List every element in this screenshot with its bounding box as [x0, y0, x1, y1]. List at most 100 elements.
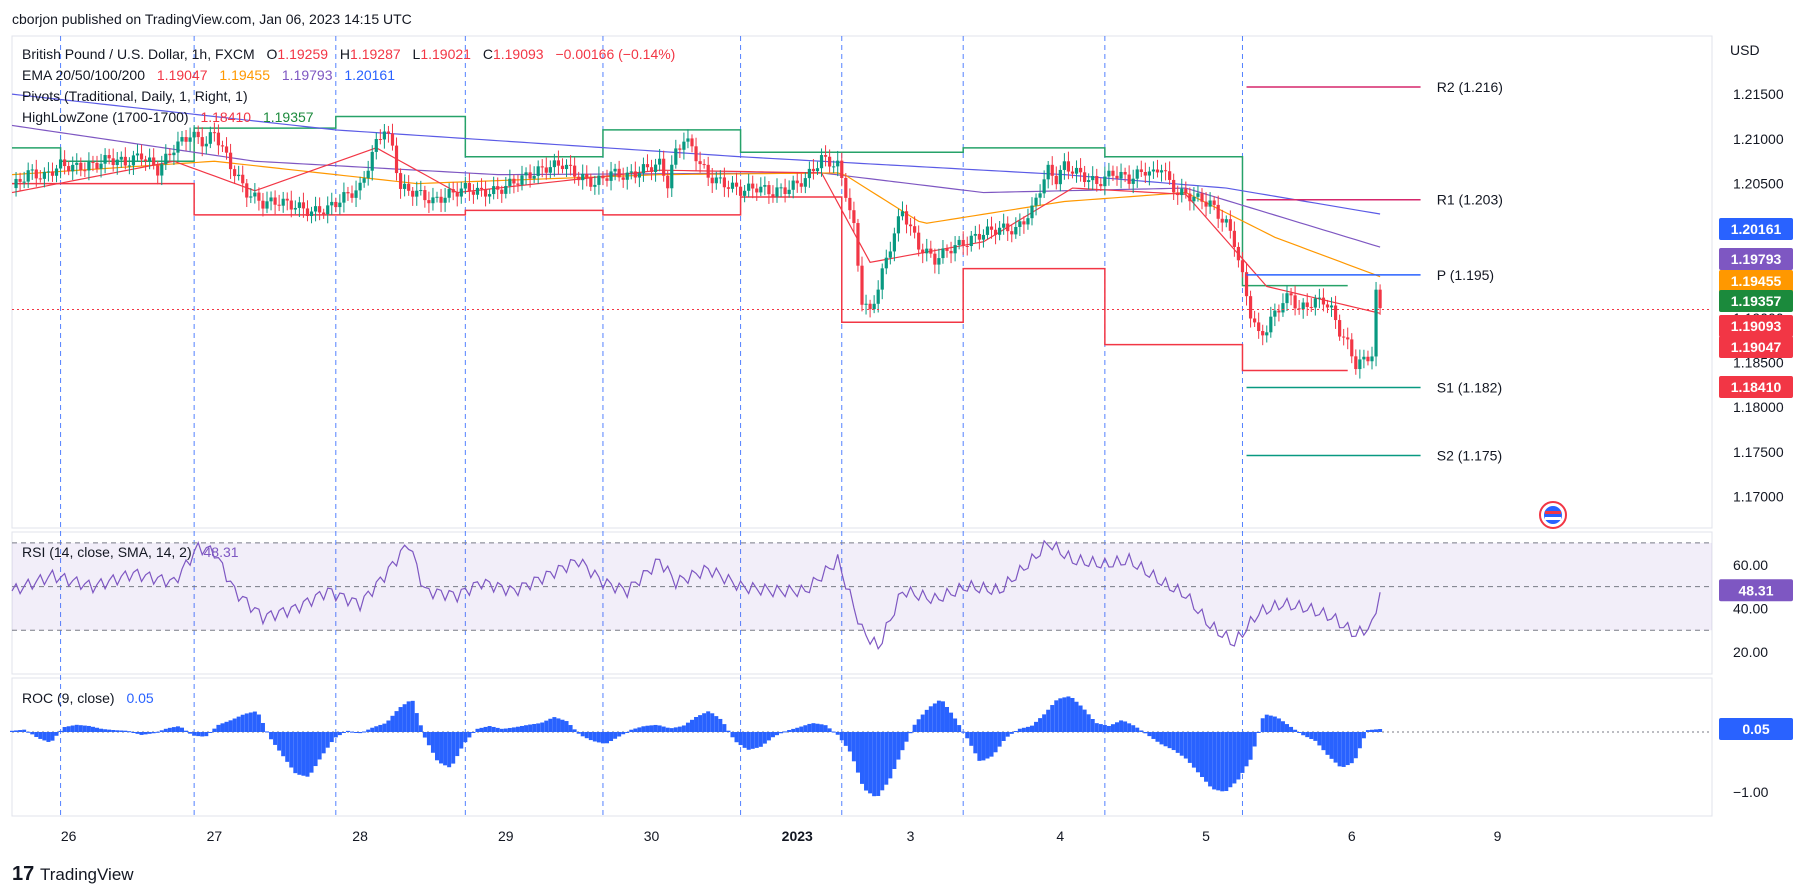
roc-bar	[673, 727, 678, 732]
roc-bar	[690, 719, 694, 732]
candle-body	[1265, 332, 1269, 336]
roc-bar	[807, 723, 812, 732]
currency-label: USD	[1730, 42, 1760, 58]
candle-body	[670, 164, 674, 189]
candle-body	[318, 206, 322, 213]
roc-bar	[791, 728, 796, 732]
hlz-low-value: 1.18410	[200, 109, 251, 125]
roc-bar	[86, 725, 91, 732]
symbol-name: British Pound / U.S. Dollar, 1h, FXCM	[22, 46, 255, 62]
candle-body	[1293, 295, 1297, 309]
candle-body	[900, 211, 905, 217]
rsi-pane[interactable]	[11, 531, 1713, 675]
roc-bar	[851, 732, 856, 762]
candle-body	[682, 141, 686, 150]
candle-body	[1066, 161, 1071, 172]
candle-body	[714, 177, 718, 184]
flag-icon[interactable]	[1539, 501, 1567, 529]
candle-body	[653, 164, 658, 172]
roc-bar	[269, 732, 274, 740]
roc-bar	[847, 732, 852, 752]
roc-bar	[633, 728, 638, 732]
roc-bar	[945, 706, 949, 732]
roc-bar	[1021, 727, 1026, 732]
candle-body	[755, 188, 759, 193]
candle-body	[273, 197, 277, 205]
candle-body	[637, 173, 641, 178]
roc-tick-label: −1.00	[1733, 784, 1769, 800]
candle-body	[156, 165, 160, 176]
price-tag-text: 1.19357	[1731, 293, 1782, 309]
candle-body	[888, 251, 892, 258]
roc-bar	[208, 732, 213, 733]
candle-body	[1216, 204, 1220, 219]
roc-bar	[1321, 732, 1326, 751]
roc-bar	[552, 717, 557, 732]
candle-body	[71, 164, 75, 172]
roc-bar	[694, 717, 699, 732]
candle-body	[293, 207, 297, 210]
roc-bar	[835, 732, 840, 735]
candle-body	[87, 162, 91, 171]
roc-bar	[147, 732, 152, 734]
roc-bar	[657, 725, 662, 732]
rsi-tick-label: 40.00	[1733, 600, 1768, 616]
candle-body	[1273, 310, 1277, 317]
roc-bar	[220, 723, 225, 732]
roc-bar	[426, 732, 431, 746]
price-tag-box	[1719, 218, 1793, 240]
roc-bar	[940, 701, 945, 732]
roc-bar	[479, 727, 484, 732]
roc-bar	[192, 732, 197, 736]
rsi-tick-label: 20.00	[1733, 644, 1768, 660]
candle-body	[1038, 193, 1042, 198]
roc-bar	[1013, 731, 1018, 733]
tradingview-logo[interactable]: 17 TradingView	[12, 863, 134, 885]
candle-body	[403, 183, 407, 189]
candle-body	[807, 168, 811, 179]
candle-body	[544, 167, 548, 173]
candle-body	[139, 153, 144, 160]
roc-bar	[285, 732, 290, 762]
roc-bar	[884, 732, 889, 785]
roc-bar	[904, 732, 909, 742]
roc-bar	[556, 718, 561, 732]
roc-bar	[1280, 721, 1285, 732]
roc-bar	[1086, 714, 1091, 732]
candle-body	[552, 160, 556, 168]
candle-body	[823, 155, 828, 157]
x-tick-label: 2023	[782, 828, 813, 844]
price-tag-box	[1719, 270, 1793, 292]
ema-label: EMA 20/50/100/200	[22, 67, 145, 83]
roc-bar	[876, 732, 881, 796]
candle-body	[119, 156, 123, 160]
roc-bar	[1062, 697, 1067, 732]
roc-bar	[62, 727, 67, 732]
roc-bar	[1289, 726, 1294, 732]
candle-body	[1062, 161, 1066, 170]
candle-body	[127, 165, 131, 167]
roc-bar	[507, 727, 512, 732]
candle-body	[985, 226, 990, 235]
candle-body	[868, 303, 872, 310]
roc-bar	[1341, 732, 1346, 767]
roc-bar	[1276, 718, 1281, 732]
roc-bar	[839, 732, 844, 741]
candle-body	[1091, 176, 1095, 181]
candle-body	[447, 189, 451, 198]
y-tick-label: 1.18500	[1733, 355, 1784, 371]
candle-body	[504, 185, 508, 194]
candle-body	[540, 166, 544, 168]
candle-body	[459, 188, 463, 197]
candle-body	[993, 229, 998, 235]
candle-body	[1196, 193, 1200, 197]
roc-bar	[811, 723, 816, 732]
candle-body	[192, 131, 196, 138]
candle-body	[208, 132, 212, 144]
candle-body	[322, 212, 326, 215]
roc-bar	[1252, 732, 1257, 747]
roc-bar	[961, 731, 966, 733]
roc-bar	[1098, 724, 1103, 732]
candle-body	[313, 206, 318, 212]
